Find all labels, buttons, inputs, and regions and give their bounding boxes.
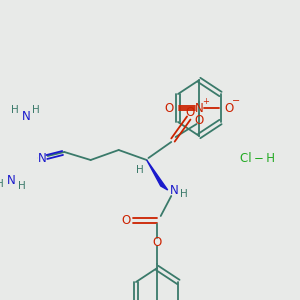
Text: N: N — [7, 173, 15, 187]
Text: H: H — [18, 181, 25, 191]
Text: O: O — [195, 113, 204, 127]
Text: H: H — [136, 165, 144, 175]
Text: O: O — [165, 101, 174, 115]
Text: H: H — [11, 105, 18, 115]
Text: N: N — [195, 101, 204, 115]
Text: H: H — [32, 105, 40, 115]
Text: O: O — [186, 106, 195, 118]
Text: O: O — [121, 214, 130, 226]
Text: N: N — [21, 110, 30, 122]
Text: H: H — [0, 179, 3, 189]
Text: O: O — [224, 101, 234, 115]
Text: −: − — [232, 96, 240, 106]
Text: O: O — [153, 236, 162, 248]
Text: H: H — [180, 189, 188, 199]
Text: N: N — [170, 184, 179, 196]
Polygon shape — [147, 160, 168, 190]
Text: +: + — [202, 97, 209, 106]
Text: Cl − H: Cl − H — [241, 152, 275, 164]
Text: N: N — [38, 152, 47, 166]
